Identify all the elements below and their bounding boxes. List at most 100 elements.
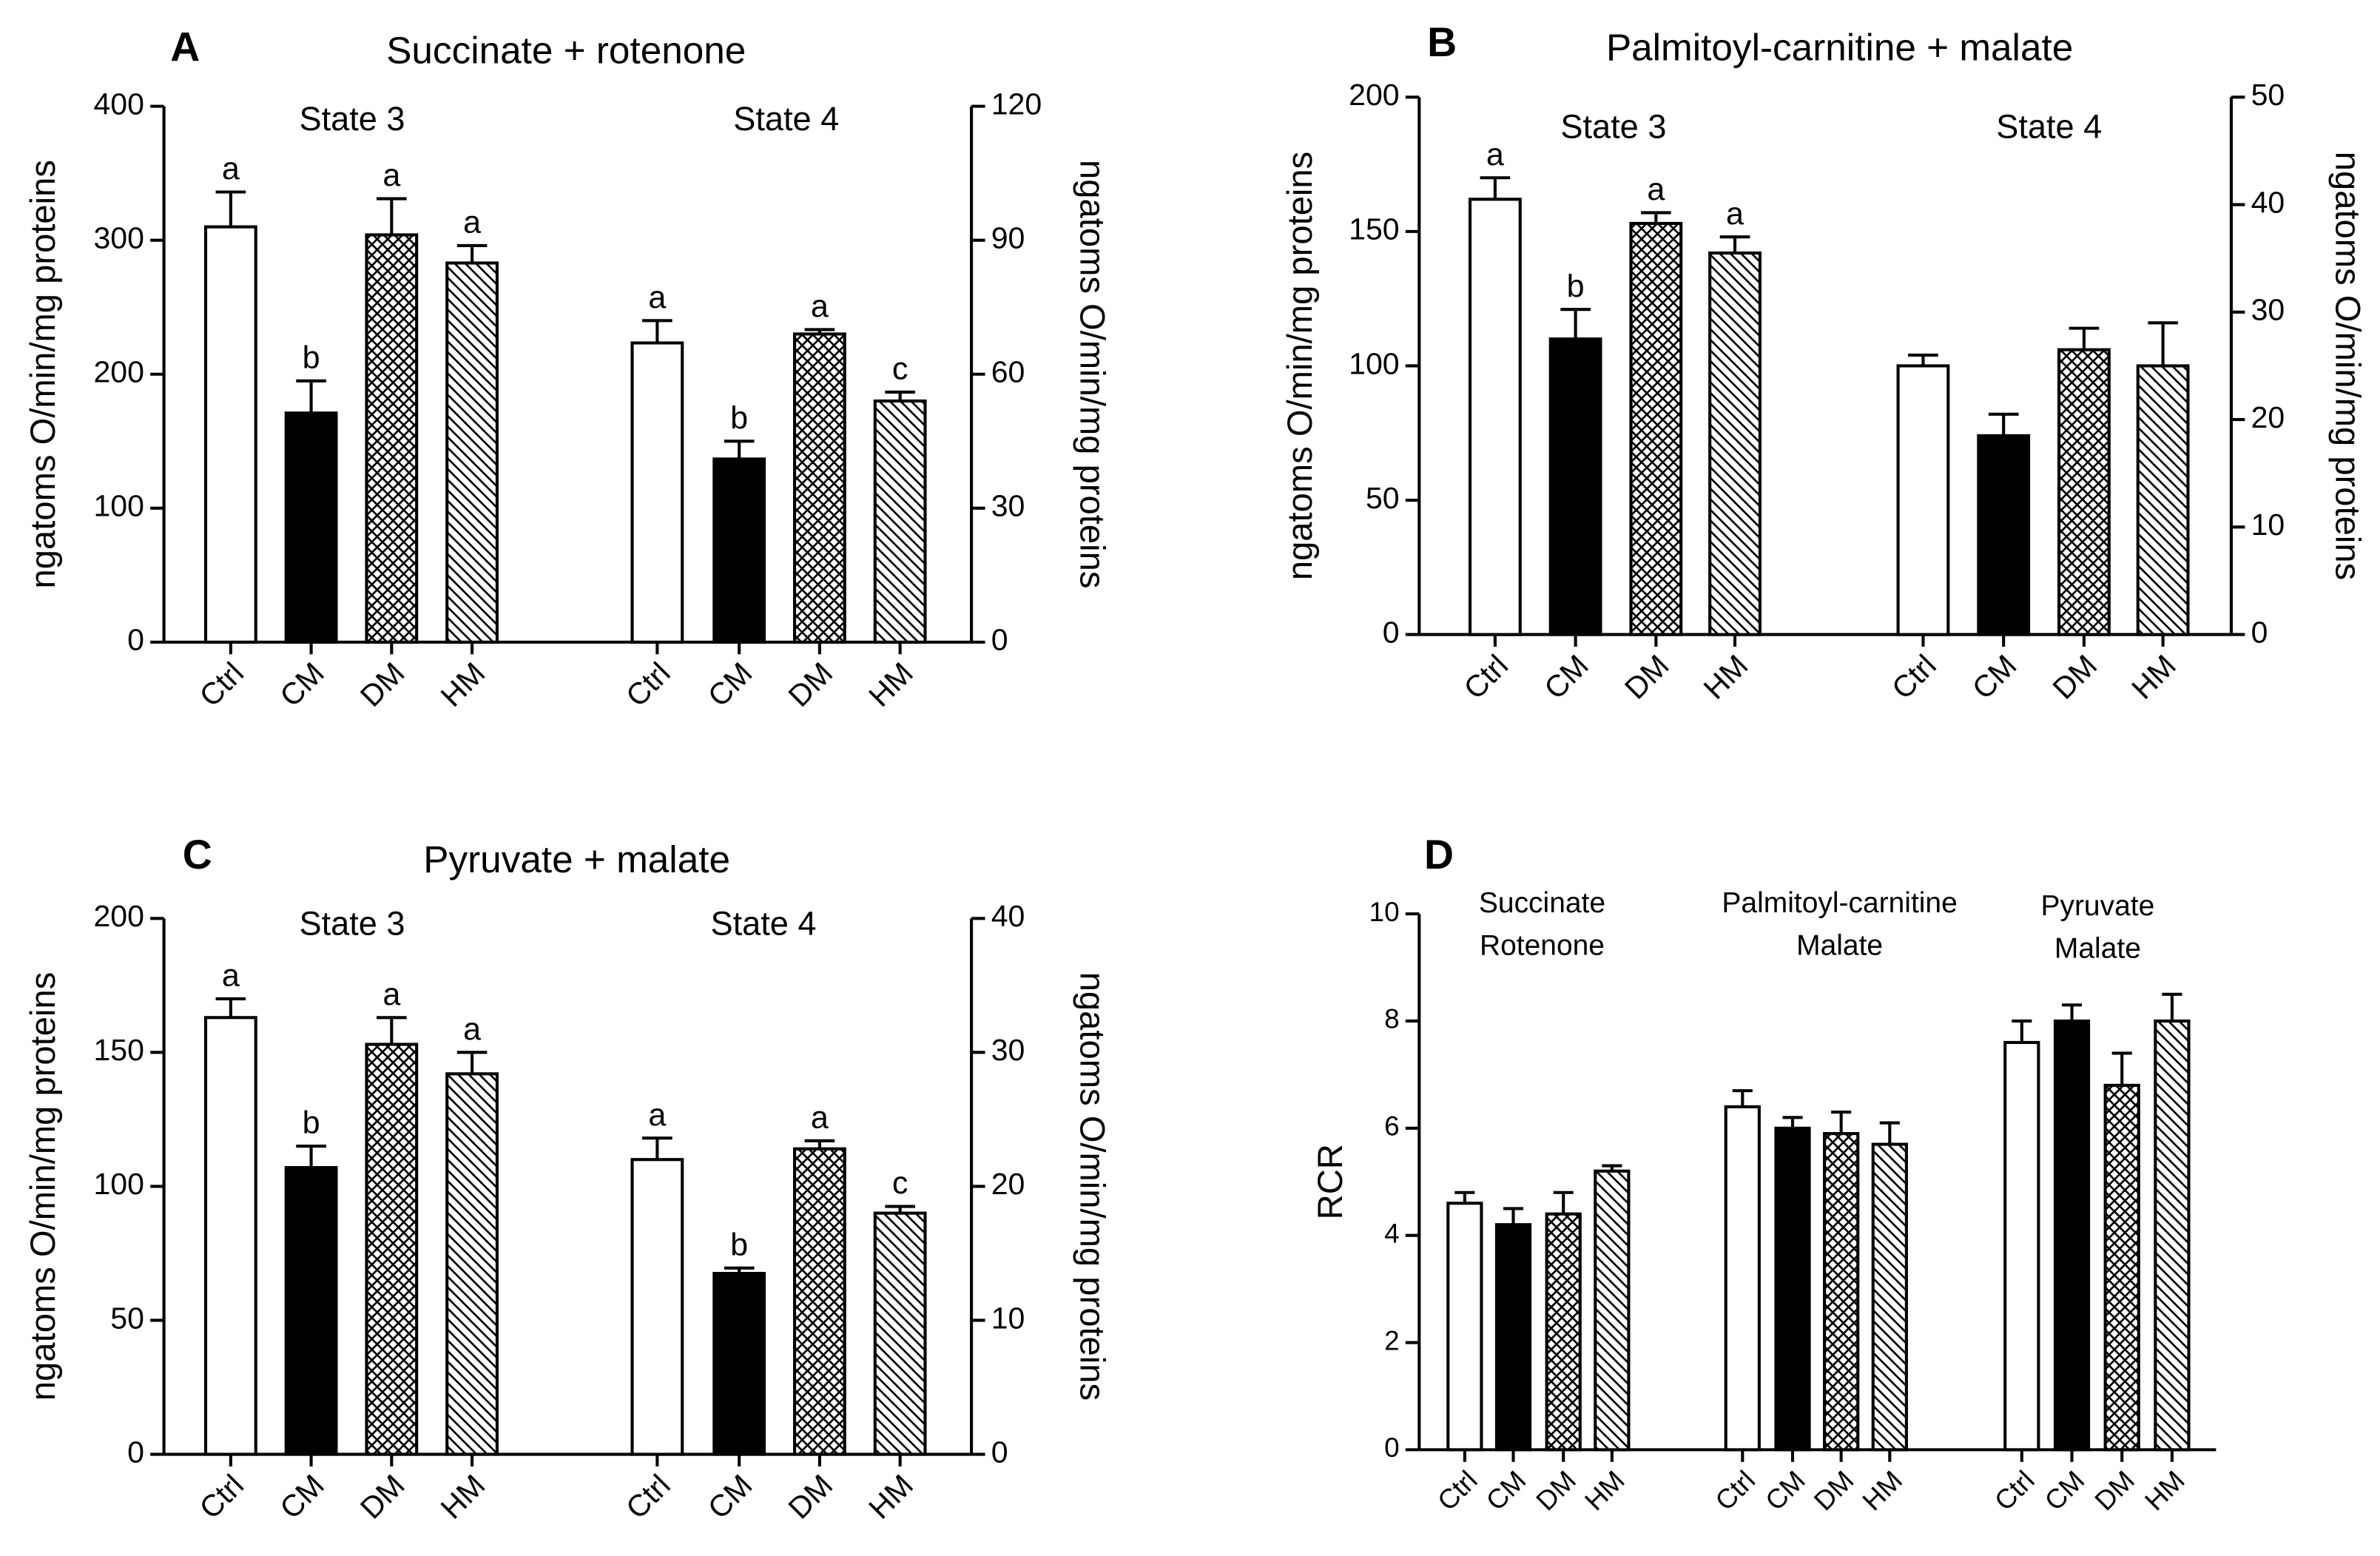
bar bbox=[1871, 1142, 1908, 1452]
y-tick-label: 100 bbox=[1349, 346, 1399, 380]
y2-axis-label: ngatoms O/min/mg proteins bbox=[1073, 972, 1113, 1401]
y2-tick-label: 60 bbox=[991, 355, 1025, 389]
x-tick-label: DM bbox=[782, 656, 840, 713]
bar bbox=[2053, 1019, 2091, 1452]
significance-letter: c bbox=[892, 1165, 908, 1201]
panel-label: A bbox=[170, 24, 200, 70]
x-tick-label: DM bbox=[782, 1468, 840, 1526]
bar bbox=[792, 1147, 846, 1456]
group-label: Rotenone bbox=[1480, 930, 1605, 962]
x-tick-label: HM bbox=[1579, 1465, 1631, 1517]
x-tick-label: HM bbox=[2139, 1465, 2191, 1517]
group-label: State 4 bbox=[710, 904, 816, 942]
bar bbox=[1629, 221, 1683, 636]
y-tick-label: 200 bbox=[1349, 78, 1399, 112]
x-tick-label: CM bbox=[2039, 1465, 2091, 1517]
bar bbox=[2103, 1083, 2140, 1452]
y-tick-label: 8 bbox=[1384, 1004, 1400, 1034]
panel-title: Succinate + rotenone bbox=[386, 29, 746, 71]
bar bbox=[1548, 337, 1602, 636]
x-tick-label: Ctrl bbox=[193, 1468, 251, 1526]
x-tick-label: CM bbox=[1537, 648, 1595, 706]
significance-letter: a bbox=[811, 1099, 829, 1135]
x-tick-label: DM bbox=[354, 656, 411, 713]
bar bbox=[284, 1166, 338, 1456]
group-label: Malate bbox=[2054, 933, 2141, 965]
y-tick-label: 200 bbox=[93, 355, 144, 389]
y2-tick-label: 0 bbox=[991, 1435, 1008, 1469]
y2-tick-label: 40 bbox=[991, 899, 1025, 933]
significance-letter: b bbox=[730, 1227, 748, 1263]
x-tick-label: Ctrl bbox=[1989, 1465, 2040, 1517]
x-tick-label: HM bbox=[1857, 1465, 1909, 1517]
bar bbox=[2057, 348, 2111, 636]
x-tick-label: Ctrl bbox=[1885, 648, 1943, 706]
y2-tick-label: 30 bbox=[2251, 293, 2285, 327]
x-tick-label: DM bbox=[1618, 648, 1676, 706]
bar bbox=[1708, 251, 1762, 636]
bar bbox=[203, 225, 257, 644]
significance-letter: a bbox=[648, 280, 666, 315]
significance-letter: a bbox=[1647, 172, 1665, 207]
bar bbox=[2003, 1040, 2040, 1452]
panel-label: B bbox=[1427, 19, 1457, 65]
significance-letter: a bbox=[463, 1011, 481, 1047]
bar bbox=[1468, 198, 1522, 636]
significance-letter: a bbox=[463, 205, 481, 240]
significance-letter: a bbox=[1486, 137, 1504, 172]
significance-letter: a bbox=[382, 977, 400, 1012]
y-tick-label: 100 bbox=[93, 489, 144, 523]
bar bbox=[365, 1043, 419, 1456]
bar bbox=[203, 1016, 257, 1456]
y-tick-label: 0 bbox=[1384, 1432, 1400, 1463]
y2-tick-label: 120 bbox=[991, 87, 1042, 121]
y-tick-label: 0 bbox=[127, 1435, 144, 1469]
x-tick-label: DM bbox=[1530, 1465, 1582, 1517]
significance-letter: a bbox=[382, 158, 400, 193]
bar bbox=[445, 1072, 499, 1456]
significance-letter: a bbox=[811, 289, 829, 324]
y-tick-label: 2 bbox=[1384, 1325, 1400, 1355]
y2-tick-label: 50 bbox=[2251, 78, 2285, 112]
x-tick-label: HM bbox=[434, 656, 492, 713]
x-tick-label: Ctrl bbox=[193, 656, 251, 713]
y-tick-label: 6 bbox=[1384, 1111, 1400, 1142]
x-tick-label: CM bbox=[701, 1468, 759, 1526]
bar bbox=[1494, 1223, 1532, 1452]
significance-letter: a bbox=[222, 151, 240, 186]
group-label: Malate bbox=[1796, 930, 1883, 962]
x-tick-label: CM bbox=[273, 656, 331, 713]
y2-axis-label: ngatoms O/min/mg proteins bbox=[1073, 160, 1113, 588]
x-tick-label: CM bbox=[273, 1468, 331, 1526]
significance-letter: c bbox=[892, 351, 908, 387]
y2-tick-label: 20 bbox=[2251, 400, 2285, 434]
bar bbox=[1446, 1202, 1483, 1452]
bar bbox=[365, 233, 419, 644]
y2-tick-label: 0 bbox=[991, 623, 1008, 657]
y-tick-label: 400 bbox=[93, 87, 144, 121]
group-label: Palmitoyl-carnitine bbox=[1722, 887, 1957, 919]
x-tick-label: CM bbox=[1480, 1465, 1532, 1517]
x-tick-label: Ctrl bbox=[1457, 648, 1515, 706]
y-tick-label: 50 bbox=[110, 1301, 144, 1335]
bar bbox=[1823, 1132, 1860, 1452]
bar bbox=[712, 457, 766, 644]
panel-label: D bbox=[1424, 832, 1454, 878]
group-label: State 3 bbox=[299, 904, 405, 942]
y2-tick-label: 40 bbox=[2251, 185, 2285, 219]
bar bbox=[873, 399, 927, 644]
group-label: State 3 bbox=[1560, 107, 1666, 145]
y-tick-label: 50 bbox=[1366, 481, 1400, 515]
y-tick-label: 150 bbox=[93, 1033, 144, 1067]
bar bbox=[792, 332, 846, 644]
group-label: State 3 bbox=[299, 100, 405, 138]
y2-tick-label: 20 bbox=[991, 1167, 1025, 1201]
panel-label: C bbox=[183, 832, 212, 878]
bar bbox=[445, 261, 499, 644]
x-tick-label: Ctrl bbox=[619, 656, 677, 713]
y-tick-label: 10 bbox=[1369, 897, 1400, 927]
panel-title: Pyruvate + malate bbox=[423, 838, 730, 880]
bar bbox=[2136, 364, 2190, 636]
